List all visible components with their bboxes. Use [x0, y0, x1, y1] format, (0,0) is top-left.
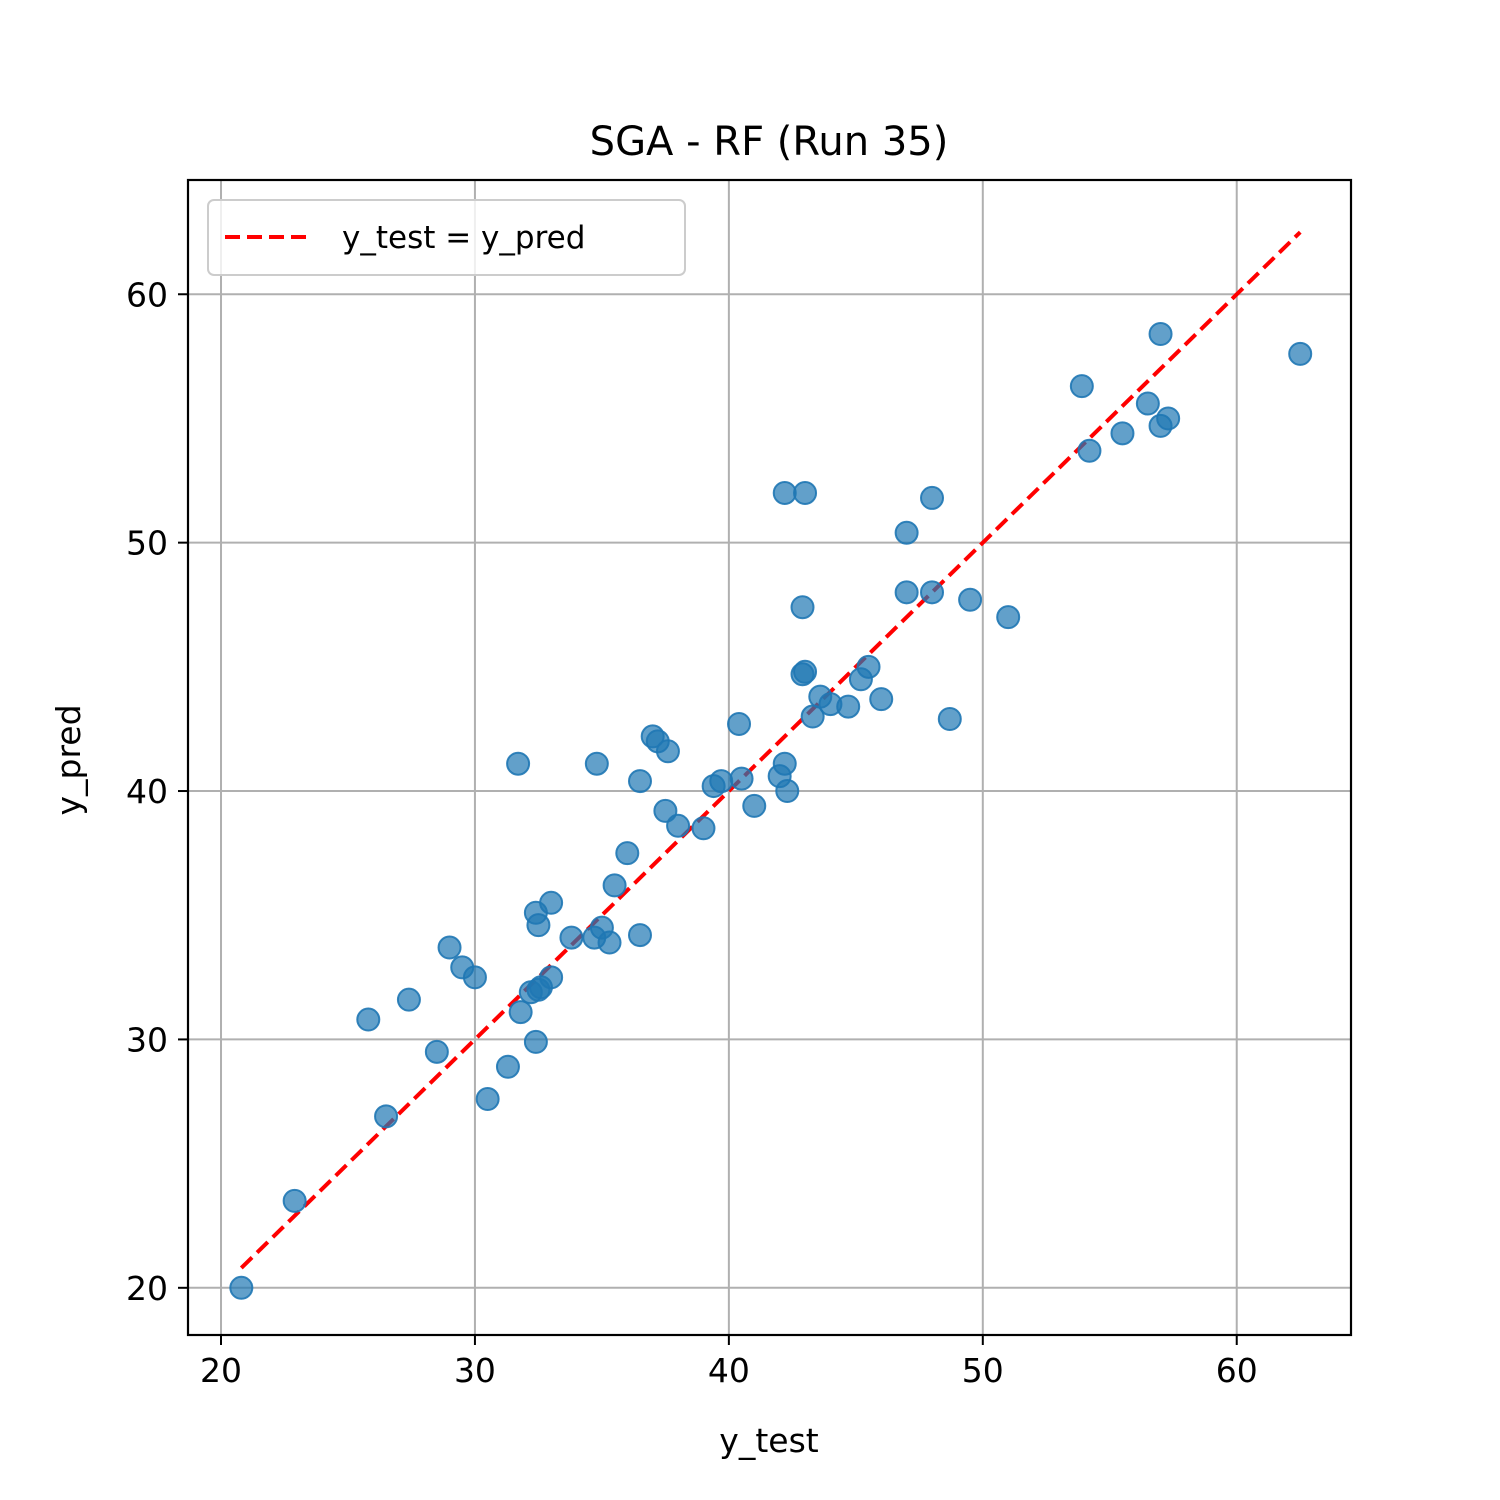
data-point [437, 935, 462, 960]
data-point [709, 769, 734, 794]
data-point [790, 595, 815, 620]
data-point [508, 1000, 533, 1025]
y-axis-label: y_pred [49, 704, 88, 815]
data-point [856, 654, 881, 679]
data-point [559, 925, 584, 950]
x-tick-label: 50 [962, 1351, 1004, 1390]
legend-box [207, 199, 686, 276]
data-point [958, 587, 983, 612]
data-point [597, 930, 622, 955]
data-point [584, 751, 609, 776]
data-point [1069, 374, 1094, 399]
data-point [615, 841, 640, 866]
data-point [920, 485, 945, 510]
data-point [996, 605, 1021, 630]
plot-frame [186, 178, 1353, 1337]
data-point [869, 687, 894, 712]
x-tick-label: 30 [454, 1351, 496, 1390]
data-point [836, 694, 861, 719]
data-point [506, 751, 531, 776]
data-point [729, 766, 754, 791]
x-axis-label: y_test [719, 1421, 818, 1460]
data-point [691, 816, 716, 841]
data-point [1156, 406, 1181, 431]
y-tick-label: 50 [126, 524, 168, 563]
data-point [627, 923, 652, 948]
data-point [793, 480, 818, 505]
x-tick-label: 40 [708, 1351, 750, 1390]
data-point [937, 707, 962, 731]
data-point [1135, 391, 1160, 416]
data-point [666, 813, 691, 838]
data-point [523, 1029, 548, 1054]
data-point [655, 739, 680, 764]
data-point [894, 520, 919, 545]
data-point [775, 779, 800, 804]
x-tick-label: 20 [200, 1351, 242, 1390]
data-point [462, 965, 487, 990]
y-tick-label: 60 [126, 275, 168, 314]
data-point [920, 580, 945, 605]
data-point [374, 1104, 399, 1129]
data-point [229, 1275, 254, 1300]
x-tick-label: 60 [1216, 1351, 1258, 1390]
reference-line [239, 230, 1302, 1270]
data-point [1110, 421, 1135, 446]
reference-line-group [239, 230, 1302, 1270]
data-point [602, 873, 627, 898]
data-point [1148, 322, 1173, 346]
y-tick-label: 20 [126, 1269, 168, 1308]
x-axis-ticks: 20 30 40 50 60 [200, 1335, 1258, 1390]
y-axis-ticks: 20 30 40 50 60 [126, 275, 188, 1308]
data-point [526, 913, 551, 938]
data-point [772, 480, 797, 505]
data-point [727, 711, 752, 736]
data-point [539, 890, 564, 915]
data-point [742, 793, 767, 818]
data-points [229, 322, 1313, 1300]
y-tick-label: 40 [126, 772, 168, 811]
legend: y_test = y_pred [207, 199, 686, 276]
data-point [627, 769, 652, 794]
y-tick-label: 30 [126, 1020, 168, 1059]
data-point [424, 1039, 449, 1064]
data-point [790, 662, 815, 687]
data-point [772, 751, 797, 776]
data-point [539, 965, 564, 990]
data-point [282, 1188, 307, 1213]
legend-label: y_test = y_pred [342, 220, 585, 256]
grid-lines [188, 180, 1351, 1335]
chart-title: SGA - RF (Run 35) [590, 119, 949, 165]
data-point [1077, 438, 1102, 463]
data-point [396, 987, 421, 1012]
data-point [894, 580, 919, 605]
data-point [495, 1054, 520, 1079]
data-point [1288, 341, 1313, 366]
data-point [475, 1087, 500, 1112]
data-point [356, 1007, 381, 1032]
